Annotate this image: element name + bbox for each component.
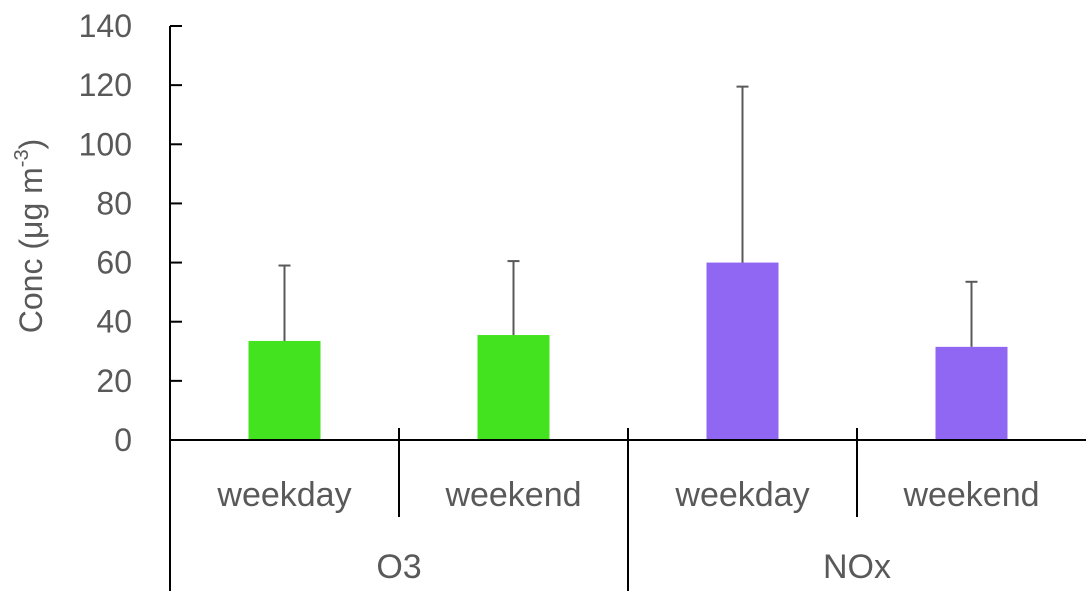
category-labels: weekday weekend weekday weekend [216,476,1039,514]
y-tick-label: 60 [96,245,132,281]
y-tick-label: 0 [114,422,132,458]
y-tick-label: 100 [79,126,132,162]
y-axis-label: Conc (μg m-3) [11,139,49,333]
category-label: weekday [216,476,351,514]
category-label: weekday [674,476,809,514]
y-tick-label: 40 [96,304,132,340]
y-tick-label: 20 [96,363,132,399]
category-label: weekend [902,476,1039,514]
category-label: weekend [444,476,581,514]
group-label: NOx [823,548,891,586]
axes [169,26,1086,591]
bars [248,262,1008,440]
bar [935,346,1008,440]
bar [248,340,321,440]
group-labels: O3 NOx [376,548,891,586]
y-axis-ticks: 0 20 40 60 80 100 120 140 [79,8,182,458]
y-axis-label-superscript: -3 [11,149,33,167]
bar [477,335,550,440]
y-axis-label-main: Conc (μg m [13,167,49,333]
group-label: O3 [376,548,421,586]
error-bars [278,85,978,347]
y-tick-label: 140 [79,8,132,44]
y-tick-label: 120 [79,67,132,103]
bar [706,262,779,440]
y-tick-label: 80 [96,185,132,221]
y-axis-label-end: ) [13,139,49,150]
